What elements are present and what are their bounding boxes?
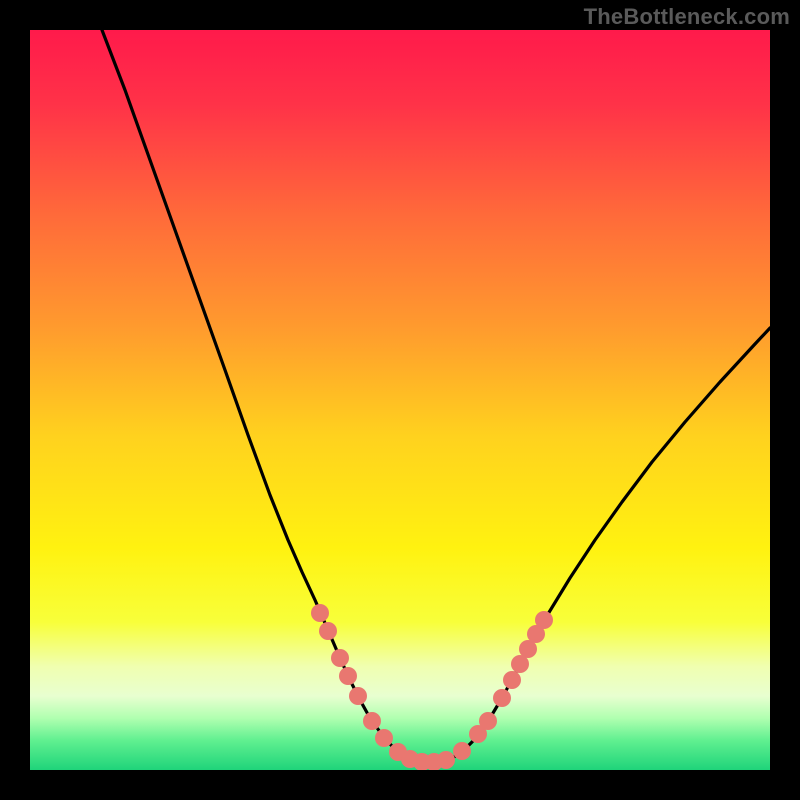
- curve-marker: [339, 667, 357, 685]
- curve-marker: [311, 604, 329, 622]
- watermark-text: TheBottleneck.com: [584, 4, 790, 30]
- curve-marker: [493, 689, 511, 707]
- frame-left: [0, 0, 30, 800]
- curve-marker: [375, 729, 393, 747]
- plot-area: [30, 30, 770, 770]
- curve-marker: [453, 742, 471, 760]
- bottleneck-chart: [30, 30, 770, 770]
- frame-bottom: [0, 770, 800, 800]
- curve-marker: [503, 671, 521, 689]
- curve-marker: [363, 712, 381, 730]
- curve-marker: [479, 712, 497, 730]
- curve-marker: [437, 751, 455, 769]
- curve-marker: [535, 611, 553, 629]
- gradient-background: [30, 30, 770, 770]
- frame-right: [770, 0, 800, 800]
- curve-marker: [331, 649, 349, 667]
- curve-marker: [319, 622, 337, 640]
- curve-marker: [349, 687, 367, 705]
